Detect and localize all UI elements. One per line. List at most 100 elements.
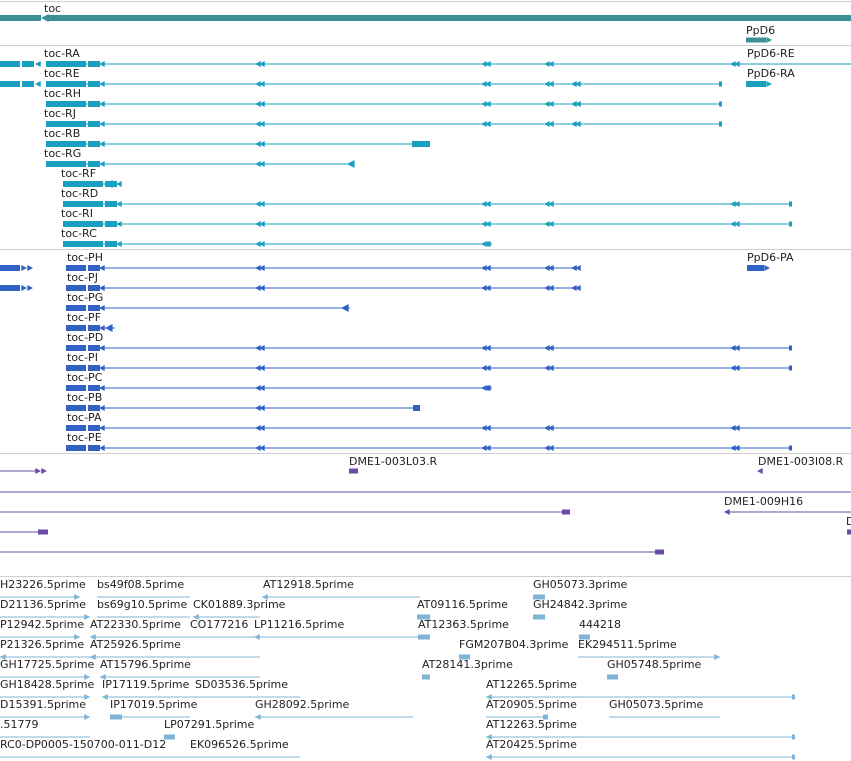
transcript-toc-RD-exon-2[interactable] xyxy=(105,201,117,207)
est-AT15796.5prime-label[interactable]: AT15796.5prime xyxy=(100,658,191,671)
est-EK096526.5prime-label[interactable]: EK096526.5prime xyxy=(190,738,289,751)
transcript-toc-RH-label[interactable]: toc-RH xyxy=(44,87,81,100)
transcript-toc-RG-arrow-0b[interactable] xyxy=(259,161,265,167)
protein-toc-PE-label[interactable]: toc-PE xyxy=(67,431,102,444)
transcript-toc-RB-exon-3[interactable] xyxy=(412,141,430,147)
protein-PpD6-PA-label[interactable]: PpD6-PA xyxy=(747,251,794,264)
est-cap-2[interactable] xyxy=(792,734,795,740)
transcript-toc-RC-arrow-0b[interactable] xyxy=(259,241,265,247)
transcript-toc-RC-label[interactable]: toc-RC xyxy=(61,227,97,240)
protein-toc-PJ-arrow-0[interactable] xyxy=(255,285,261,291)
est-AT09116.5prime-block[interactable] xyxy=(417,614,430,620)
clone-long-3[interactable] xyxy=(0,531,40,533)
protein-toc-PH-arrow-1[interactable] xyxy=(481,265,487,271)
transcript-toc-RE-arrow-2b[interactable] xyxy=(548,81,554,87)
protein-toc-PB-label[interactable]: toc-PB xyxy=(67,391,103,404)
transcript-toc-RH-intron[interactable] xyxy=(74,103,722,105)
protein-toc-PI-arrow-2b[interactable] xyxy=(548,365,554,371)
transcript-toc-RE-exon-2[interactable] xyxy=(88,81,100,87)
est-AT12263.5prime-arrow[interactable] xyxy=(486,734,492,740)
protein-toc-PJ-arrow-1[interactable] xyxy=(481,285,487,291)
protein-toc-PE-arrow-3b[interactable] xyxy=(734,445,740,451)
est-AT20905.5prime-label[interactable]: AT20905.5prime xyxy=(486,698,577,711)
est-AT12363.5prime-label[interactable]: AT12363.5prime xyxy=(418,618,509,631)
gene-ppd6-body[interactable] xyxy=(746,37,766,43)
protein-toc-PI-end-cap[interactable] xyxy=(789,365,792,371)
est-AT25926.5prime-label[interactable]: AT25926.5prime xyxy=(90,638,181,651)
transcript-toc-RJ-arrow-a[interactable] xyxy=(99,121,105,127)
transcript-toc-RJ-arrow-0b[interactable] xyxy=(259,121,265,127)
clone-left-1-arrow[interactable] xyxy=(35,468,41,474)
protein-toc-PC-end-cap[interactable] xyxy=(487,385,490,391)
transcript-toc-RB-arrow-0[interactable] xyxy=(255,141,261,147)
est-AT12263.5prime-label[interactable]: AT12263.5prime xyxy=(486,718,577,731)
protein-toc-PH-label[interactable]: toc-PH xyxy=(67,251,103,264)
est-P12942.5prime-arrow[interactable] xyxy=(74,634,80,640)
transcript-toc-RI-arrow-0[interactable] xyxy=(255,221,261,227)
clone-long-4[interactable] xyxy=(0,551,660,553)
est-LP11216.5prime-line[interactable] xyxy=(254,636,420,638)
est-AT22330.5prime-arrow[interactable] xyxy=(90,634,96,640)
clone-DME1-003L03R-label[interactable]: DME1-003L03.R xyxy=(349,455,438,468)
gene-ppd6-arrow[interactable] xyxy=(766,37,772,43)
transcript-toc-RI-arrow-1[interactable] xyxy=(481,221,487,227)
protein-toc-PI-arrow-a[interactable] xyxy=(99,365,105,371)
transcript-toc-RE-arrow-a[interactable] xyxy=(99,81,105,87)
est-AT12918.5prime-arrow[interactable] xyxy=(262,594,268,600)
transcript-toc-RJ-arrow-1[interactable] xyxy=(481,121,487,127)
transcript-toc-RH-arrow-1b[interactable] xyxy=(485,101,491,107)
transcript-toc-RG-intron[interactable] xyxy=(74,163,354,165)
protein-toc-PE-arrow-1[interactable] xyxy=(481,445,487,451)
est-CK01889.3prime-arrow[interactable] xyxy=(193,614,199,620)
transcript-toc-RJ-arrow-2b[interactable] xyxy=(548,121,554,127)
protein-toc-PJ-label[interactable]: toc-PJ xyxy=(67,271,98,284)
transcript-toc-RE-arrow-0b[interactable] xyxy=(259,81,265,87)
est-H23226.5prime-line[interactable] xyxy=(0,596,80,598)
est-AT25926.5prime-arrow[interactable] xyxy=(90,654,96,660)
transcript-toc-RD-intron[interactable] xyxy=(91,203,792,205)
transcript-toc-RD-arrow-2b[interactable] xyxy=(548,201,554,207)
protein-toc-PA-arrow-3[interactable] xyxy=(730,425,736,431)
transcript-PpD6-RA-body[interactable] xyxy=(746,81,766,87)
transcript-toc-RC-arrow-0[interactable] xyxy=(255,241,261,247)
clone-long-2-end[interactable] xyxy=(562,509,570,515)
transcript-toc-RJ-exon-2[interactable] xyxy=(88,121,100,127)
transcript-toc-RG-label[interactable]: toc-RG xyxy=(44,147,82,160)
gene-ppd6-label[interactable]: PpD6 xyxy=(746,24,776,37)
est-H23226.5prime-arrow[interactable] xyxy=(74,594,80,600)
transcript-toc-RD-arrow-0[interactable] xyxy=(255,201,261,207)
est-P21326.5prime-label[interactable]: P21326.5prime xyxy=(0,638,85,651)
est-LP07291.5prime-block[interactable] xyxy=(164,734,175,740)
est-AT22330.5prime-line[interactable] xyxy=(90,636,190,638)
est-AT12918.5prime-line[interactable] xyxy=(262,596,420,598)
est-AT12265.5prime-arrow[interactable] xyxy=(486,694,492,700)
clone-long-4-end[interactable] xyxy=(655,549,664,555)
transcript-PpD6-RE-label[interactable]: PpD6-RE xyxy=(747,47,795,60)
protein-toc-PB-arrow-0[interactable] xyxy=(255,405,261,411)
protein-left-arrow-1[interactable] xyxy=(21,265,27,271)
est-GH18428.5prime-line[interactable] xyxy=(0,696,90,698)
est-AT20425.5prime-label[interactable]: AT20425.5prime xyxy=(486,738,577,751)
transcript-toc-RH-arrow-3b[interactable] xyxy=(575,101,581,107)
protein-toc-PA-arrow-a[interactable] xyxy=(99,425,105,431)
est-AT12265.5prime-label[interactable]: AT12265.5prime xyxy=(486,678,577,691)
protein-toc-PH-arrow-a[interactable] xyxy=(99,265,105,271)
transcript-toc-RE-intron[interactable] xyxy=(74,83,722,85)
est-GH24842.3prime-label[interactable]: GH24842.3prime xyxy=(533,598,628,611)
protein-toc-PA-arrow-0b[interactable] xyxy=(259,425,265,431)
protein-toc-PE-end-cap[interactable] xyxy=(789,445,792,451)
est-FGM207B04.3prime-block[interactable] xyxy=(459,654,470,660)
protein-toc-PI-arrow-1b[interactable] xyxy=(485,365,491,371)
est-RC0-DP0005-150700-011-D12-label[interactable]: RC0-DP0005-150700-011-D12 xyxy=(0,738,167,751)
transcript-toc-RH-arrow-0[interactable] xyxy=(255,101,261,107)
protein-toc-PH-arrow-1b[interactable] xyxy=(485,265,491,271)
protein-toc-PC-arrow-a[interactable] xyxy=(99,385,105,391)
transcript-toc-RJ-arrow-3b[interactable] xyxy=(575,121,581,127)
protein-toc-PJ-arrow-3b[interactable] xyxy=(575,285,581,291)
transcript-toc-RE-arrow-1[interactable] xyxy=(481,81,487,87)
protein-toc-PE-arrow-a[interactable] xyxy=(99,445,105,451)
clone-left-1[interactable] xyxy=(0,470,36,472)
est-CK01889.3prime-line[interactable] xyxy=(193,616,260,618)
gene-toc-label[interactable]: toc xyxy=(44,2,62,15)
est-D15391.5prime-arrow[interactable] xyxy=(84,714,90,720)
